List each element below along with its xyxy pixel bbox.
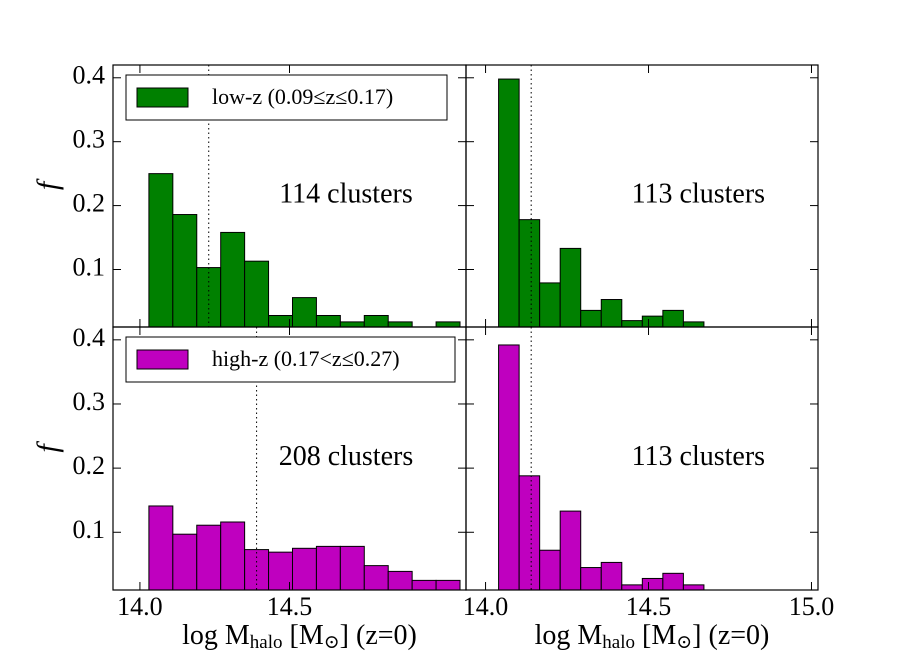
bar — [339, 545, 365, 590]
legend-label: high-z (0.17<z≤0.27) — [212, 346, 400, 371]
x-axis-label-part: halo — [250, 632, 283, 653]
bar — [363, 565, 389, 590]
y-tick-label: 0.2 — [73, 451, 106, 480]
bar — [580, 309, 602, 327]
bar — [600, 299, 623, 327]
bar — [148, 173, 174, 327]
bar — [539, 282, 561, 327]
bar — [559, 247, 582, 327]
bar — [662, 309, 684, 327]
bar — [621, 320, 643, 327]
bar — [387, 321, 413, 327]
x-axis-label-part: [M — [635, 620, 676, 651]
y-tick-label: 0.4 — [73, 323, 106, 352]
legend-swatch — [136, 87, 189, 108]
x-tick-label: 15.0 — [789, 592, 835, 621]
bar — [641, 577, 664, 590]
bar — [172, 533, 198, 590]
x-axis-label-part: ] (z=0) — [692, 620, 769, 651]
bar — [498, 78, 520, 327]
y-tick-label: 0.3 — [73, 125, 106, 154]
y-tick-label: 0.1 — [73, 252, 106, 281]
bar — [291, 297, 317, 327]
x-tick-label: 14.5 — [267, 592, 313, 621]
legend-label: low-z (0.09≤z≤0.17) — [212, 84, 393, 109]
bar — [518, 219, 541, 327]
bar — [387, 570, 413, 590]
bar — [196, 524, 222, 590]
bar — [682, 584, 705, 590]
bar — [435, 579, 461, 590]
y-tick-label: 0.3 — [73, 387, 106, 416]
x-axis-label: log Mhalo [M⊙] (z=0) — [535, 620, 770, 653]
bar — [682, 321, 705, 327]
bar — [580, 567, 602, 590]
x-tick-label: 14.0 — [463, 592, 509, 621]
bar — [268, 314, 293, 327]
x-axis-label-part: ⊙ — [676, 632, 692, 653]
y-axis-label: f — [31, 441, 64, 453]
bar — [621, 584, 643, 590]
x-axis-label: log Mhalo [M⊙] (z=0) — [182, 620, 417, 653]
bar — [518, 475, 541, 590]
bar — [411, 326, 437, 327]
bar — [244, 260, 270, 327]
y-axis-label: f — [31, 178, 64, 190]
axes-frame — [465, 326, 819, 591]
y-tick-label: 0.1 — [73, 515, 106, 544]
plot-area — [498, 327, 705, 590]
plot-area — [148, 327, 461, 590]
bar — [600, 561, 623, 590]
plot-area — [498, 65, 705, 327]
bar — [559, 510, 582, 590]
x-axis-label-part: log M — [182, 620, 250, 651]
plot-area — [148, 65, 461, 327]
bar — [220, 521, 246, 590]
legend-swatch — [136, 349, 189, 370]
y-tick-label: 0.4 — [73, 61, 106, 90]
bar — [291, 547, 317, 590]
bar — [641, 315, 664, 327]
x-axis-label-part: ] (z=0) — [340, 620, 417, 651]
x-axis-label-part: ⊙ — [324, 632, 340, 653]
bar — [662, 572, 684, 590]
y-tick-label: 0.2 — [73, 189, 106, 218]
x-axis-label-part: [M — [283, 620, 324, 651]
annotation: 113 clusters — [632, 178, 766, 209]
bar — [148, 505, 174, 590]
bar — [220, 231, 246, 327]
bar — [315, 314, 341, 327]
bar — [268, 551, 293, 590]
bar — [339, 321, 365, 327]
bar — [411, 579, 437, 590]
x-axis-label-part: log M — [535, 620, 603, 651]
bar — [435, 321, 461, 327]
annotation: 208 clusters — [279, 441, 414, 472]
bar — [498, 344, 520, 590]
bar — [539, 549, 561, 590]
bar — [172, 214, 198, 327]
bar — [363, 314, 389, 327]
x-axis-label-part: halo — [602, 632, 635, 653]
bar — [315, 545, 341, 590]
x-tick-label: 14.5 — [626, 592, 672, 621]
annotation: 114 clusters — [279, 178, 413, 209]
x-tick-label: 14.0 — [117, 592, 163, 621]
annotation: 113 clusters — [632, 441, 766, 472]
